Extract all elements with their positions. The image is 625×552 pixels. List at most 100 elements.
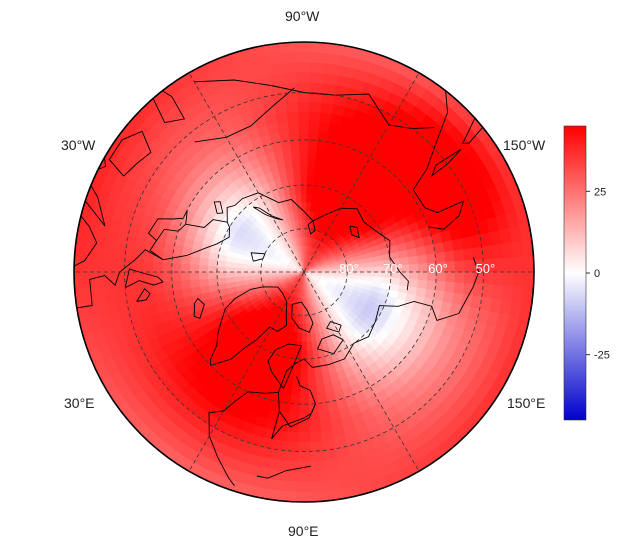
field-cell [397, 497, 420, 502]
field-cell [58, 203, 73, 222]
coastline [445, 42, 456, 91]
field-cell [189, 263, 200, 273]
field-cell [311, 490, 329, 502]
field-cell [259, 11, 278, 24]
field-cell [172, 489, 195, 502]
field-cell [74, 271, 86, 289]
coastline [136, 288, 151, 302]
field-cell [162, 251, 174, 264]
field-cell [180, 263, 191, 273]
field-cell [298, 111, 310, 122]
field-cell [314, 374, 325, 386]
field-cell [287, 176, 296, 187]
field-cell [308, 120, 321, 132]
field-cell [282, 149, 293, 161]
field-cell [296, 62, 312, 74]
field-cell [407, 255, 418, 266]
field-cell [529, 185, 534, 207]
coastline [74, 249, 164, 311]
field-cell [464, 84, 486, 106]
field-cell [476, 426, 497, 448]
field-cell [452, 249, 465, 262]
field-cell [361, 500, 383, 502]
field-cell [156, 479, 179, 500]
lon-label-30e: 30°E [64, 395, 95, 411]
field-cell [539, 220, 553, 239]
field-cell [306, 166, 316, 177]
field-cell [104, 257, 116, 273]
field-cell [53, 289, 66, 307]
field-cell [444, 54, 466, 75]
field-cell [443, 281, 455, 294]
field-cell [316, 392, 328, 404]
field-cell [546, 324, 561, 344]
field-cell [382, 505, 403, 521]
field-cell [458, 64, 480, 86]
field-cell [481, 245, 494, 260]
field-cell [285, 167, 295, 178]
field-cell [135, 450, 157, 471]
field-cell [162, 280, 174, 293]
field-cell [313, 366, 323, 377]
field-cell [94, 285, 108, 302]
field-cell [295, 193, 302, 204]
field-cell [234, 271, 244, 278]
field-cell [198, 271, 209, 280]
field-cell [544, 272, 555, 290]
field-cell [319, 420, 333, 432]
field-cell [553, 290, 566, 309]
field-cell [142, 54, 164, 75]
coastline [349, 225, 360, 239]
meridian-line [303, 42, 447, 273]
field-cell [361, 42, 383, 44]
coastline [458, 257, 480, 314]
coastline [326, 321, 342, 333]
field-cell [300, 184, 308, 195]
field-cell [260, 509, 279, 522]
field-cell [48, 324, 63, 344]
field-cell [409, 45, 431, 65]
field-cell [134, 282, 146, 296]
field-cell [288, 130, 300, 141]
field-cell [152, 261, 164, 273]
field-cell [298, 130, 310, 141]
field-cell [315, 383, 326, 395]
field-cell [243, 25, 262, 39]
field-cell [180, 271, 191, 281]
field-cell [114, 245, 127, 260]
field-cell [516, 369, 534, 391]
field-cell [74, 271, 75, 290]
field-cell [190, 286, 202, 297]
field-cell [319, 112, 333, 124]
field-cell [74, 369, 92, 391]
field-cell [496, 419, 517, 442]
field-cell [102, 89, 124, 111]
field-cell [225, 42, 247, 44]
colorbar-tick-label: -25 [594, 350, 610, 362]
field-cell [44, 218, 58, 238]
field-cell [305, 314, 310, 325]
field-cell [539, 306, 553, 325]
field-cell [171, 253, 183, 264]
field-cell [74, 169, 85, 191]
field-cell [281, 62, 298, 75]
field-cell [206, 23, 227, 39]
field-cell [348, 516, 368, 530]
field-cell [188, 42, 211, 47]
field-cell [189, 271, 200, 281]
field-cell [135, 73, 157, 94]
field-cell [74, 357, 75, 380]
field-cell [363, 262, 374, 269]
field-cell [234, 275, 245, 282]
lon-label-90e: 90°E [288, 523, 319, 539]
field-cell [163, 53, 185, 74]
field-cell [413, 489, 436, 502]
field-cell [523, 169, 534, 191]
field-cell [484, 89, 506, 111]
field-cell [299, 394, 309, 405]
field-cell [122, 84, 144, 106]
field-cell [280, 479, 298, 492]
field-cell [275, 112, 289, 124]
field-cell [292, 166, 302, 177]
field-cell [162, 261, 173, 273]
